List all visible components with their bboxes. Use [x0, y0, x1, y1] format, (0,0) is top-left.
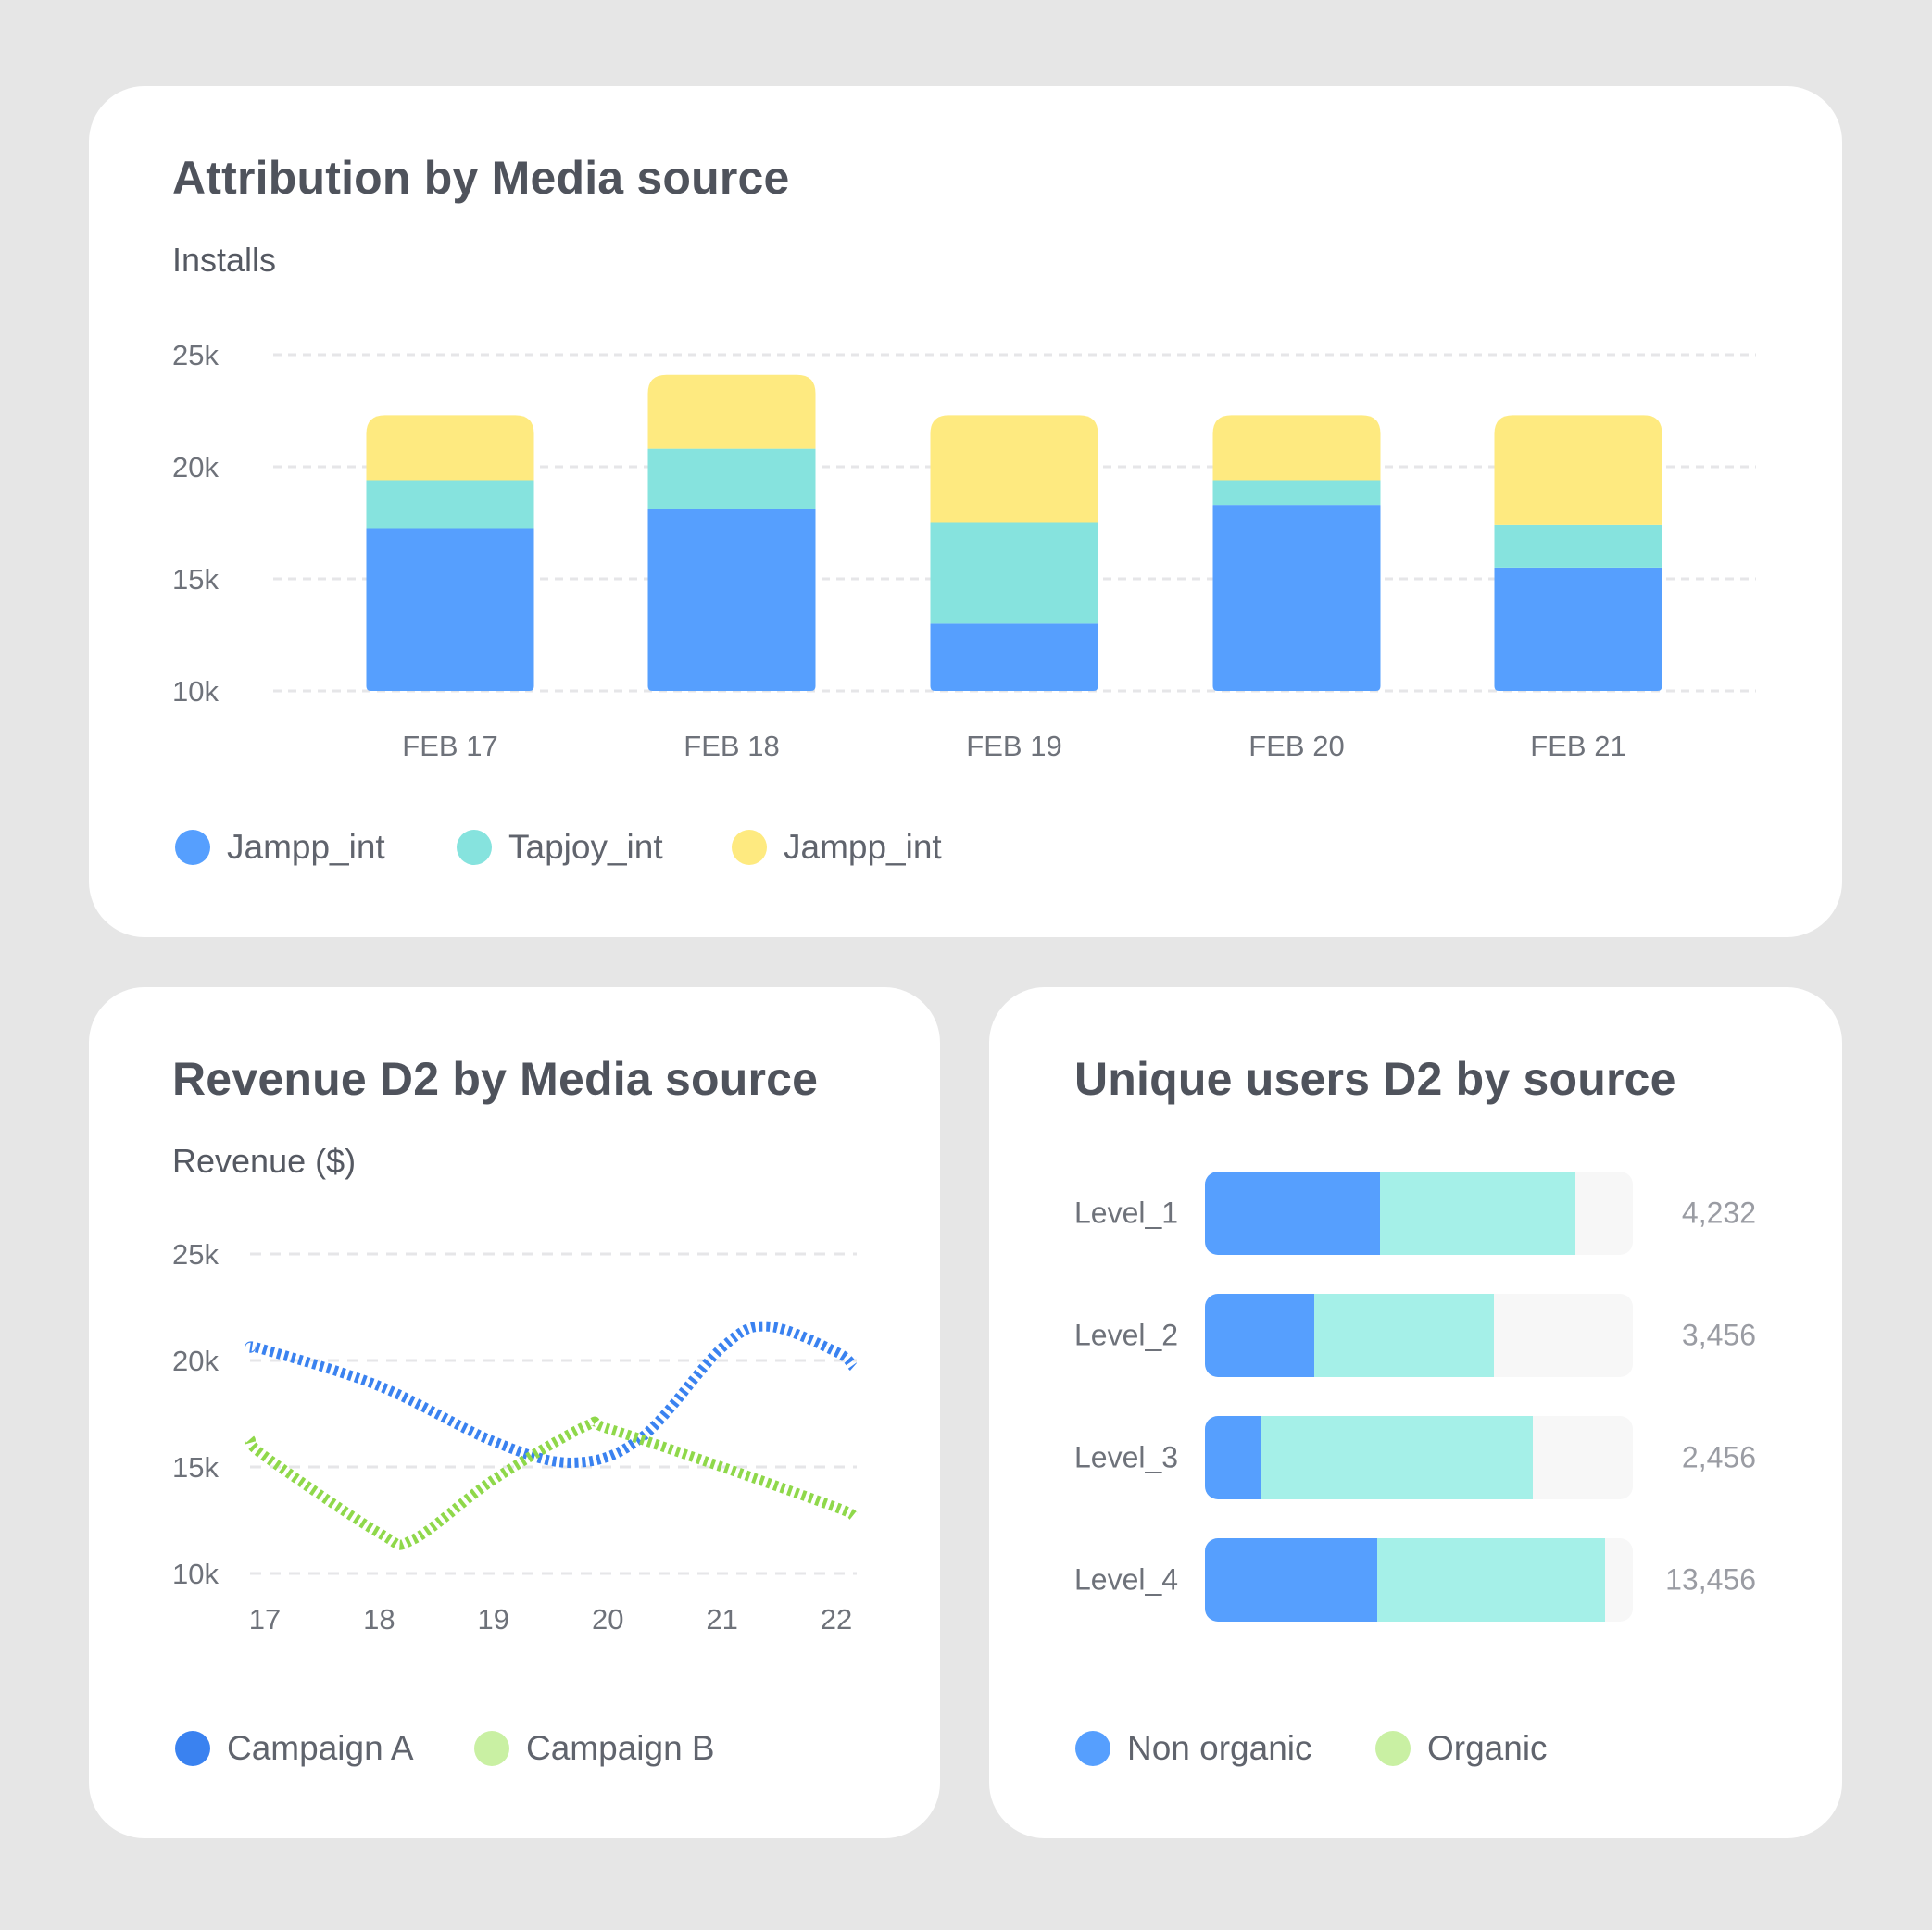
bar-segment-non-organic[interactable] — [1205, 1172, 1381, 1255]
legend-item-campaign-a[interactable]: Campaign A — [175, 1729, 414, 1767]
legend-dot-icon — [1075, 1731, 1110, 1766]
row-label: Level_4 — [1074, 1562, 1179, 1597]
unique-users-title: Unique users D2 by source — [1074, 1053, 1676, 1105]
attribution-bar-chart: 10k 15k 20k 25k FEB 17 FEB 18 FEB 19 FEB 20 FEB … — [172, 339, 1756, 762]
legend-label: Tapjoy_int — [508, 828, 663, 866]
bar-segment-jampp-int[interactable] — [366, 528, 534, 691]
revenue-line-chart: 10k 15k 20k 25k 17 18 19 20 21 22 — [172, 1238, 858, 1635]
row-total: 3,456 — [1681, 1318, 1756, 1352]
row-label: Level_1 — [1074, 1196, 1179, 1230]
revenue-ylabel: Revenue ($) — [172, 1142, 357, 1180]
bar-track[interactable] — [1205, 1538, 1633, 1622]
x-tick-label: FEB 18 — [684, 730, 779, 762]
bar-segment-jampp-int[interactable] — [366, 415, 534, 481]
legend-label: Jampp_int — [227, 828, 385, 866]
x-tick-label: FEB 20 — [1248, 730, 1344, 762]
line-series-campaign-b[interactable] — [245, 1416, 858, 1550]
x-tick-label: 18 — [363, 1603, 395, 1635]
bar-segment-tapjoy-int[interactable] — [647, 448, 816, 509]
bar-track[interactable] — [1205, 1172, 1633, 1255]
legend-dot-icon — [732, 830, 767, 865]
x-tick-label: FEB 19 — [966, 730, 1061, 762]
row-total: 13,456 — [1665, 1562, 1756, 1597]
legend-item-tapjoy-int[interactable]: Tapjoy_int — [457, 828, 663, 866]
y-tick-label: 25k — [172, 1238, 219, 1271]
y-tick-label: 15k — [172, 563, 219, 595]
legend-label: Campaign B — [526, 1729, 715, 1767]
row-total: 2,456 — [1681, 1440, 1756, 1474]
x-tick-label: 21 — [706, 1603, 737, 1635]
bar-segment-organic[interactable] — [1380, 1172, 1575, 1255]
bar-segment-organic[interactable] — [1314, 1294, 1495, 1377]
x-tick-label: 19 — [478, 1603, 509, 1635]
legend-dot-icon — [474, 1731, 509, 1766]
legend-dot-icon — [457, 830, 492, 865]
legend-item-non-organic[interactable]: Non organic — [1075, 1729, 1312, 1767]
bar-segment-jampp-int[interactable] — [930, 623, 1098, 691]
legend-label: Organic — [1427, 1729, 1548, 1767]
y-tick-label: 25k — [172, 339, 219, 371]
legend-label: Campaign A — [227, 1729, 414, 1767]
bar-segment-jampp-int[interactable] — [1494, 567, 1662, 691]
legend-label: Non organic — [1127, 1729, 1312, 1767]
bar-segment-jampp-int[interactable] — [647, 374, 816, 449]
bar-segment-tapjoy-int[interactable] — [930, 522, 1098, 624]
bar-segment-jampp-int[interactable] — [1212, 505, 1381, 691]
row-label: Level_3 — [1074, 1440, 1179, 1474]
row-total: 4,232 — [1681, 1196, 1756, 1230]
unique-users-card: Unique users D2 by source Level_1 4,232 Le… — [989, 987, 1842, 1838]
x-tick-label: 17 — [249, 1603, 281, 1635]
legend-item-jampp-int[interactable]: Jampp_int — [175, 828, 385, 866]
line-series-campaign-a[interactable] — [245, 1321, 858, 1468]
x-tick-label: 20 — [592, 1603, 623, 1635]
bar-segment-non-organic[interactable] — [1205, 1294, 1315, 1377]
bar-segment-non-organic[interactable] — [1205, 1538, 1378, 1622]
bar-segment-tapjoy-int[interactable] — [366, 480, 534, 529]
bar-segment-non-organic[interactable] — [1205, 1416, 1261, 1499]
bar-segment-jampp-int[interactable] — [930, 415, 1098, 523]
x-tick-label: FEB 21 — [1530, 730, 1625, 762]
y-tick-label: 20k — [172, 1345, 219, 1377]
y-tick-label: 10k — [172, 1558, 219, 1590]
legend-dot-icon — [1375, 1731, 1411, 1766]
bar-segment-tapjoy-int[interactable] — [1212, 480, 1381, 506]
attribution-title: Attribution by Media source — [172, 152, 790, 204]
bar-track[interactable] — [1205, 1294, 1633, 1377]
legend-item-campaign-b[interactable]: Campaign B — [474, 1729, 715, 1767]
bar-segment-tapjoy-int[interactable] — [1494, 524, 1662, 568]
legend-item-jampp-int-2[interactable]: Jampp_int — [732, 828, 942, 866]
y-tick-label: 20k — [172, 451, 219, 483]
legend-dot-icon — [175, 830, 210, 865]
row-label: Level_2 — [1074, 1318, 1179, 1352]
bar-segment-organic[interactable] — [1377, 1538, 1606, 1622]
bar-segment-jampp-int[interactable] — [1212, 415, 1381, 481]
legend-dot-icon — [175, 1731, 210, 1766]
attribution-card: Attribution by Media source Installs 10k… — [89, 86, 1842, 937]
bar-track[interactable] — [1205, 1416, 1633, 1499]
y-tick-label: 10k — [172, 675, 219, 708]
legend-label: Jampp_int — [784, 828, 942, 866]
x-tick-label: 22 — [821, 1603, 852, 1635]
legend-item-organic[interactable]: Organic — [1375, 1729, 1548, 1767]
bar-segment-jampp-int[interactable] — [647, 508, 816, 691]
bar-segment-organic[interactable] — [1261, 1416, 1534, 1499]
y-tick-label: 15k — [172, 1451, 219, 1484]
bar-segment-jampp-int[interactable] — [1494, 415, 1662, 525]
revenue-card: Revenue D2 by Media source Revenue ($) 1… — [89, 987, 940, 1838]
x-tick-label: FEB 17 — [402, 730, 497, 762]
revenue-title: Revenue D2 by Media source — [172, 1053, 819, 1105]
attribution-ylabel: Installs — [172, 241, 277, 279]
